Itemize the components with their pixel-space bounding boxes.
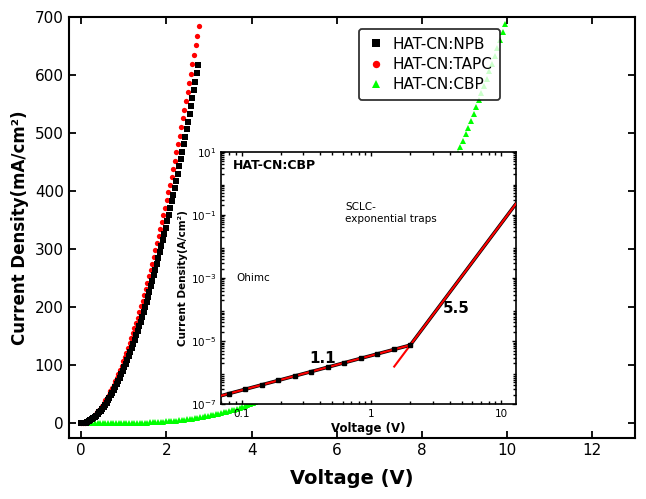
HAT-CN:TAPC bbox=[78, 421, 85, 427]
X-axis label: Voltage (V): Voltage (V) bbox=[290, 469, 413, 488]
HAT-CN:CBP bbox=[115, 420, 123, 426]
HAT-CN:TAPC bbox=[116, 367, 124, 373]
HAT-CN:CBP bbox=[501, 21, 509, 27]
HAT-CN:NPB bbox=[147, 283, 155, 289]
HAT-CN:NPB bbox=[78, 421, 85, 427]
Legend: HAT-CN:NPB, HAT-CN:TAPC, HAT-CN:CBP: HAT-CN:NPB, HAT-CN:TAPC, HAT-CN:CBP bbox=[359, 29, 501, 100]
HAT-CN:NPB bbox=[149, 278, 156, 284]
HAT-CN:CBP bbox=[357, 320, 364, 326]
HAT-CN:CBP bbox=[217, 410, 225, 416]
HAT-CN:NPB bbox=[158, 243, 165, 249]
Line: HAT-CN:TAPC: HAT-CN:TAPC bbox=[79, 23, 202, 426]
Line: HAT-CN:NPB: HAT-CN:NPB bbox=[79, 62, 201, 426]
HAT-CN:TAPC bbox=[103, 395, 111, 401]
HAT-CN:NPB bbox=[153, 261, 161, 267]
HAT-CN:TAPC bbox=[195, 23, 203, 29]
HAT-CN:NPB bbox=[194, 62, 202, 68]
HAT-CN:NPB bbox=[181, 134, 189, 140]
HAT-CN:CBP bbox=[214, 411, 222, 417]
HAT-CN:CBP bbox=[78, 421, 86, 427]
HAT-CN:TAPC bbox=[143, 279, 151, 285]
Line: HAT-CN:CBP: HAT-CN:CBP bbox=[79, 21, 508, 426]
HAT-CN:CBP bbox=[417, 228, 425, 234]
HAT-CN:TAPC bbox=[183, 89, 191, 95]
Y-axis label: Current Density(mA/cm²): Current Density(mA/cm²) bbox=[11, 110, 29, 345]
HAT-CN:TAPC bbox=[101, 397, 109, 403]
HAT-CN:NPB bbox=[129, 341, 137, 347]
HAT-CN:CBP bbox=[415, 233, 422, 239]
HAT-CN:TAPC bbox=[142, 286, 150, 292]
